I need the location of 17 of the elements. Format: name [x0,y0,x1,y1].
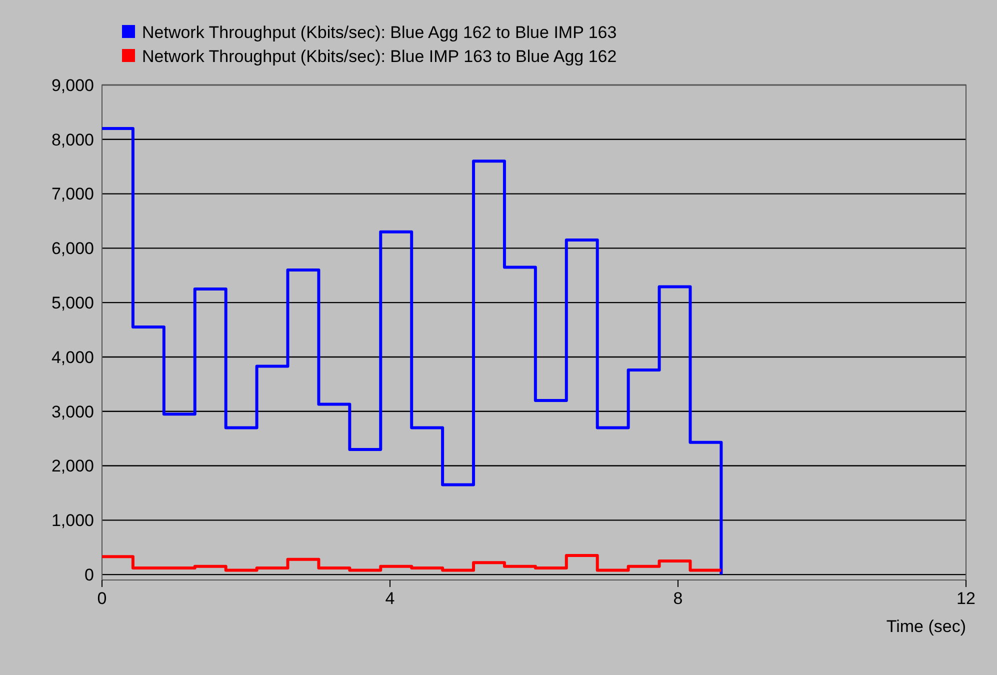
y-tick-label: 4,000 [51,348,94,367]
y-tick-label: 8,000 [51,130,94,150]
y-tick-label: 2,000 [51,456,94,476]
y-tick-label: 7,000 [51,184,94,204]
x-tick-label: 8 [673,589,683,608]
legend-label: Network Throughput (Kbits/sec): Blue IMP 163 to Blue Agg 162 [142,46,617,66]
x-tick-label: 12 [956,589,976,608]
x-tick-label: 4 [385,589,395,608]
y-tick-label: 6,000 [51,239,94,258]
y-tick-label: 1,000 [51,511,94,530]
x-axis-title: Time (sec) [886,617,966,636]
y-tick-label: 9,000 [51,76,94,95]
y-tick-label: 5,000 [51,294,94,313]
y-tick-label: 0 [84,566,94,585]
legend-label: Network Throughput (Kbits/sec): Blue Agg 162 to Blue IMP 163 [142,22,617,42]
y-tick-label: 3,000 [51,402,94,422]
x-tick-label: 0 [97,589,107,608]
